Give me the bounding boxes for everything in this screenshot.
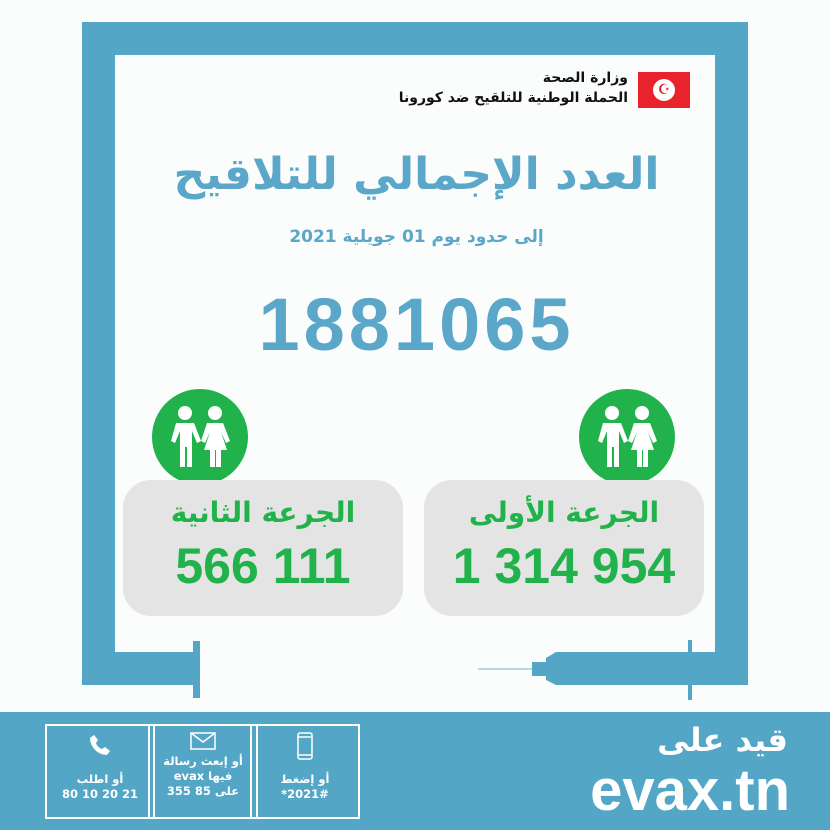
register-on-label: قيد على: [657, 721, 788, 759]
plunger-handle: [193, 641, 200, 698]
header: وزارة الصحة الحملة الوطنية للتلقيح ضد كو…: [399, 68, 628, 108]
envelope-icon: [190, 732, 216, 750]
sms-number: على 85 355: [166, 784, 240, 798]
frame-left: [82, 22, 115, 685]
second-dose-label: الجرعة الثانية: [170, 496, 356, 529]
people-icon: [579, 389, 675, 485]
campaign-name: الحملة الوطنية للتلقيح ضد كورونا: [398, 90, 628, 106]
page-subtitle: إلى حدود يوم 01 جويلية 2021: [289, 227, 544, 247]
first-dose-card: الجرعة الأولى 1 314 954: [424, 480, 704, 616]
frame-bottom-left: [82, 652, 195, 685]
call-text: أو اطلب: [76, 772, 124, 786]
sms-text: أو إبعث رسالة: [163, 754, 243, 768]
total-count: 1881065: [258, 283, 575, 366]
call-option: أو اطلب 80 10 20 21: [45, 724, 155, 819]
sms-option: أو إبعث رسالة فيها evax على 85 355: [148, 724, 258, 819]
sms-keyword: فيها evax: [173, 769, 233, 783]
page-title: العدد الإجمالي للتلاقيح: [173, 149, 660, 200]
phone-icon: [90, 735, 110, 755]
ussd-code: *2021#: [281, 787, 329, 801]
ministry-name: وزارة الصحة: [542, 70, 628, 86]
frame-right: [715, 22, 748, 685]
footer-band: [0, 712, 830, 830]
second-dose-value: 566 111: [175, 538, 351, 594]
frame-top: [82, 22, 748, 55]
ussd-text: أو إضغط: [280, 772, 330, 786]
second-dose-card: الجرعة الثانية 566 111: [123, 480, 403, 616]
people-icon: [152, 389, 248, 485]
first-dose-label: الجرعة الأولى: [468, 496, 660, 529]
ussd-option: أو إضغط *2021#: [250, 724, 360, 819]
first-dose-value: 1 314 954: [452, 538, 676, 594]
call-number: 80 10 20 21: [61, 787, 139, 801]
website-link[interactable]: evax.tn: [590, 758, 790, 823]
syringe-icon: [478, 640, 748, 700]
mobile-icon: [297, 732, 313, 760]
tunisia-flag-icon: ☪: [638, 72, 690, 108]
